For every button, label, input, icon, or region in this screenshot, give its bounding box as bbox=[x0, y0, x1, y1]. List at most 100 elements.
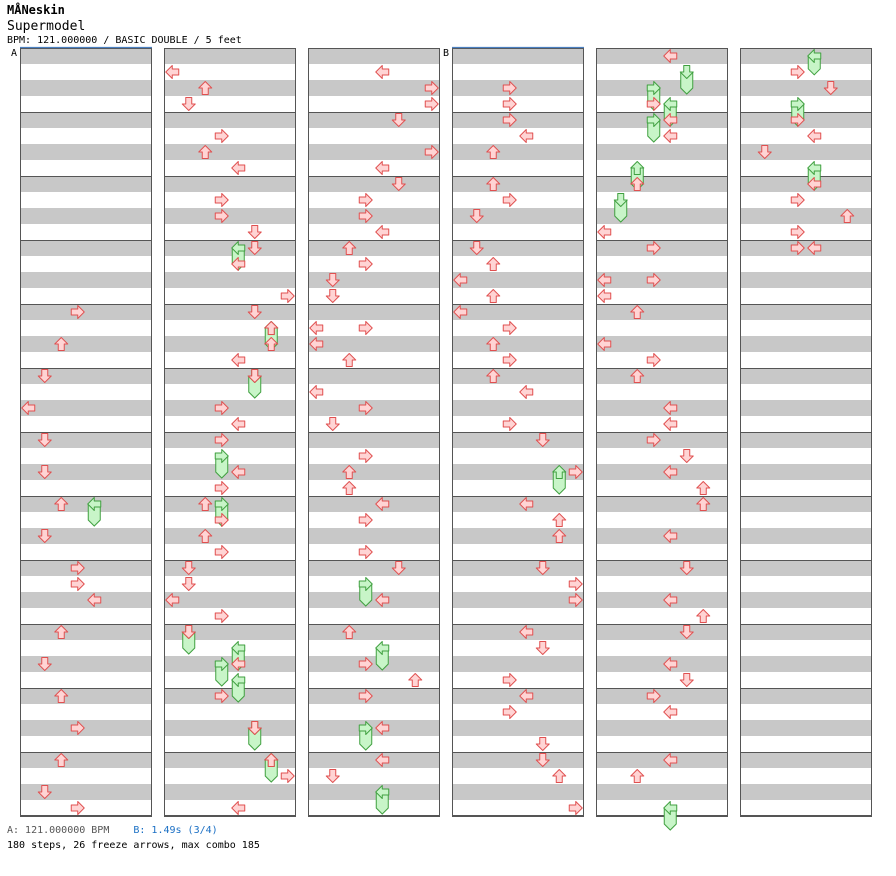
beat-stripe bbox=[452, 336, 584, 352]
step-arrow-up bbox=[198, 529, 213, 543]
step-arrow-down bbox=[181, 97, 196, 111]
beat-stripe bbox=[164, 784, 296, 800]
step-arrow-left bbox=[807, 129, 822, 143]
step-arrow-left bbox=[231, 353, 246, 367]
step-arrow-up bbox=[486, 145, 501, 159]
beat-stripe bbox=[740, 176, 872, 192]
beat-stripe bbox=[20, 720, 152, 736]
step-arrow-left bbox=[519, 497, 534, 511]
beat-stripe bbox=[596, 272, 728, 288]
beat-stripe bbox=[452, 80, 584, 96]
beat-stripe bbox=[740, 464, 872, 480]
step-arrow-up bbox=[696, 481, 711, 495]
step-arrow-up bbox=[264, 753, 279, 767]
beat-stripe bbox=[164, 688, 296, 704]
beat-stripe bbox=[452, 720, 584, 736]
step-arrow-down bbox=[679, 673, 694, 687]
step-arrow-up bbox=[342, 353, 357, 367]
step-arrow-left bbox=[663, 401, 678, 415]
step-arrow-up bbox=[552, 513, 567, 527]
step-arrow-right bbox=[502, 353, 517, 367]
step-arrow-left bbox=[663, 49, 678, 63]
freeze-arrow-head bbox=[646, 81, 661, 95]
beat-stripe bbox=[452, 688, 584, 704]
beat-stripe bbox=[452, 784, 584, 800]
beat-stripe bbox=[596, 208, 728, 224]
beat-stripe bbox=[452, 240, 584, 256]
step-arrow-down bbox=[37, 657, 52, 671]
beat-stripe bbox=[596, 560, 728, 576]
step-arrow-left bbox=[309, 337, 324, 351]
beat-stripe bbox=[452, 176, 584, 192]
beat-stripe bbox=[596, 112, 728, 128]
freeze-arrow-head bbox=[790, 97, 805, 111]
beat-stripe bbox=[20, 176, 152, 192]
step-arrow-left bbox=[663, 113, 678, 127]
beat-stripe bbox=[308, 624, 440, 640]
step-arrow-left bbox=[375, 161, 390, 175]
step-arrow-right bbox=[502, 705, 517, 719]
bpm-b-label: B: 1.49s (3/4) bbox=[133, 825, 218, 836]
step-arrow-up bbox=[696, 497, 711, 511]
beat-stripe bbox=[740, 432, 872, 448]
beat-stripe bbox=[164, 208, 296, 224]
step-arrow-left bbox=[663, 417, 678, 431]
beat-stripe bbox=[596, 528, 728, 544]
step-arrow-right bbox=[280, 289, 295, 303]
beat-stripe bbox=[20, 784, 152, 800]
step-arrow-right bbox=[214, 545, 229, 559]
step-arrow-left bbox=[597, 289, 612, 303]
beat-stripe bbox=[740, 272, 872, 288]
step-arrow-right bbox=[646, 241, 661, 255]
footer-bpm-line: A: 121.000000 BPM B: 1.49s (3/4) bbox=[7, 825, 218, 836]
step-arrow-up bbox=[696, 609, 711, 623]
beat-stripe bbox=[596, 784, 728, 800]
beat-stripe bbox=[308, 400, 440, 416]
beat-stripe bbox=[308, 688, 440, 704]
beat-stripe bbox=[740, 656, 872, 672]
step-arrow-right bbox=[214, 193, 229, 207]
beat-stripe bbox=[164, 304, 296, 320]
step-arrow-right bbox=[358, 513, 373, 527]
beat-stripe bbox=[596, 400, 728, 416]
beat-stripe bbox=[308, 784, 440, 800]
beat-stripe bbox=[308, 752, 440, 768]
beat-stripe bbox=[164, 240, 296, 256]
step-arrow-left bbox=[165, 593, 180, 607]
step-arrow-right bbox=[646, 689, 661, 703]
step-arrow-right bbox=[568, 577, 583, 591]
step-arrow-down bbox=[325, 289, 340, 303]
beat-stripe bbox=[20, 624, 152, 640]
song-title: Supermodel bbox=[7, 19, 86, 34]
beat-stripe bbox=[596, 240, 728, 256]
step-arrow-up bbox=[54, 625, 69, 639]
beat-stripe bbox=[308, 144, 440, 160]
beat-stripe bbox=[740, 752, 872, 768]
step-arrow-right bbox=[502, 113, 517, 127]
beat-stripe bbox=[308, 240, 440, 256]
beat-stripe bbox=[20, 496, 152, 512]
step-arrow-right bbox=[280, 769, 295, 783]
step-arrow-down bbox=[469, 241, 484, 255]
step-arrow-up bbox=[840, 209, 855, 223]
freeze-arrow-head bbox=[231, 641, 246, 655]
beat-stripe bbox=[452, 432, 584, 448]
step-arrow-left bbox=[597, 225, 612, 239]
beat-stripe bbox=[164, 336, 296, 352]
beat-stripe bbox=[308, 496, 440, 512]
beat-stripe bbox=[308, 560, 440, 576]
step-arrow-left bbox=[87, 593, 102, 607]
freeze-arrow-head bbox=[807, 161, 822, 175]
beat-stripe bbox=[452, 560, 584, 576]
beat-stripe bbox=[308, 432, 440, 448]
beat-stripe bbox=[164, 528, 296, 544]
chart-column bbox=[164, 48, 296, 817]
beat-stripe bbox=[596, 80, 728, 96]
step-arrow-left bbox=[663, 465, 678, 479]
beat-stripe bbox=[20, 400, 152, 416]
beat-stripe bbox=[596, 624, 728, 640]
beat-stripe bbox=[740, 592, 872, 608]
step-arrow-right bbox=[70, 721, 85, 735]
beat-stripe bbox=[452, 656, 584, 672]
